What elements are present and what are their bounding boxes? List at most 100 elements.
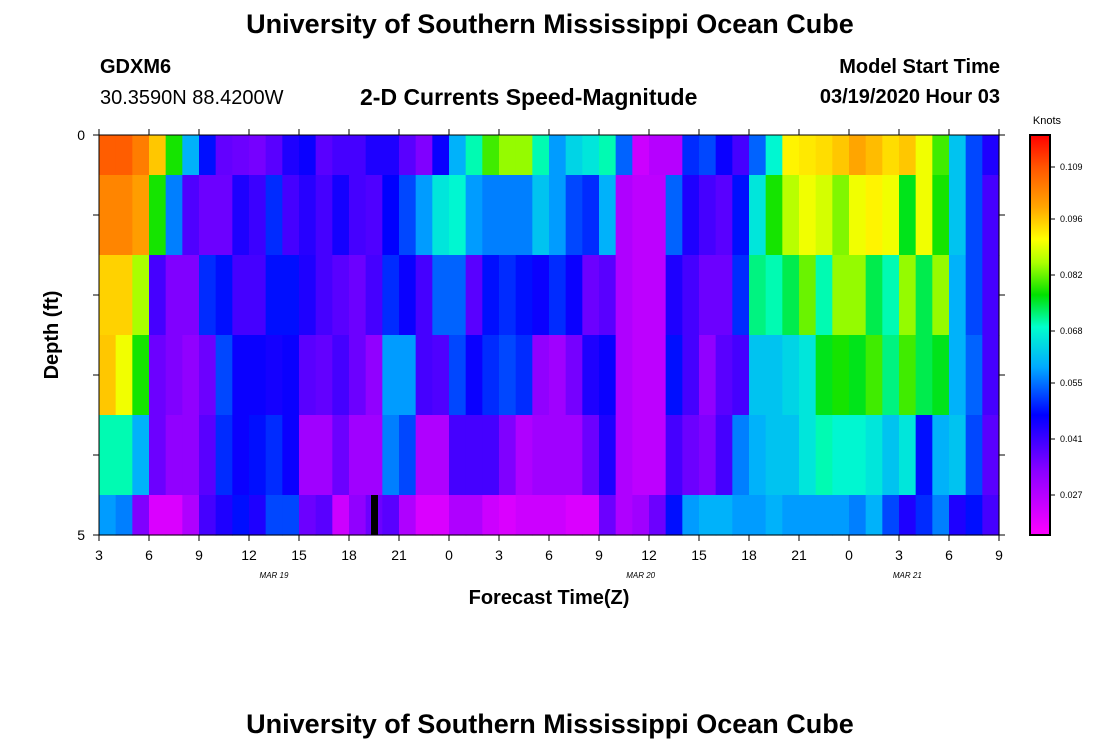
heatmap-cell <box>582 175 600 256</box>
heatmap-cell <box>599 335 617 416</box>
heatmap-cell <box>99 415 117 496</box>
y-axis-ticks: 05 <box>77 127 1005 543</box>
heatmap-cell <box>965 255 983 336</box>
heatmap-cell <box>115 415 133 496</box>
heatmap-cell <box>615 135 633 176</box>
x-tick-label: 18 <box>341 547 357 563</box>
colorbar-ticks: 0.109 0.096 0.082 0.068 0.055 0.041 0.027 <box>1050 162 1083 500</box>
x-tick-label: 6 <box>945 547 953 563</box>
x-tick-label: 3 <box>495 547 503 563</box>
heatmap-cell <box>315 135 333 176</box>
heatmap-cell <box>165 335 183 416</box>
heatmap-cell <box>949 495 967 536</box>
heatmap-cell <box>299 255 317 336</box>
colorbar-tick-label: 0.109 <box>1060 162 1083 172</box>
heatmap-cell <box>415 175 433 256</box>
heatmap-cell <box>199 415 217 496</box>
heatmap-cell <box>665 415 683 496</box>
heatmap-cell <box>532 255 550 336</box>
heatmap-cell <box>649 255 667 336</box>
heatmap-cell <box>649 415 667 496</box>
heatmap-cell <box>482 175 500 256</box>
heatmap-cell <box>665 495 683 536</box>
x-axis-label: Forecast Time(Z) <box>469 587 630 609</box>
heatmap-cell <box>732 255 750 336</box>
heatmap-cell <box>232 135 250 176</box>
heatmap-cell <box>915 335 933 416</box>
heatmap-cell <box>649 175 667 256</box>
heatmap-cell <box>515 495 533 536</box>
heatmap-cell <box>132 255 150 336</box>
heatmap-cell <box>799 495 817 536</box>
heatmap-cell <box>415 415 433 496</box>
heatmap-cell <box>665 175 683 256</box>
heatmap-cell <box>565 415 583 496</box>
heatmap-cell <box>132 415 150 496</box>
current-time-marker <box>371 495 378 535</box>
heatmap-cell <box>549 175 567 256</box>
heatmap-cell <box>115 255 133 336</box>
heatmap-cell <box>849 255 867 336</box>
heatmap-cell <box>515 335 533 416</box>
heatmap-cell <box>399 255 417 336</box>
heatmap-cell <box>232 335 250 416</box>
x-tick-label: 12 <box>641 547 657 563</box>
heatmap-cell <box>682 415 700 496</box>
heatmap-cell <box>599 495 617 536</box>
heatmap-cell <box>699 335 717 416</box>
heatmap-cell <box>482 135 500 176</box>
heatmap-cell <box>532 175 550 256</box>
colorbar-tick-label: 0.082 <box>1060 270 1083 280</box>
heatmap-cell <box>765 495 783 536</box>
heatmap-cell <box>415 255 433 336</box>
heatmap-cell <box>949 135 967 176</box>
x-tick-label: 9 <box>195 547 203 563</box>
heatmap-cell <box>99 495 117 536</box>
heatmap-cell <box>865 415 883 496</box>
heatmap-cell <box>449 415 467 496</box>
heatmap-cell <box>282 335 300 416</box>
heatmap-cell <box>599 135 617 176</box>
heatmap-cell <box>649 135 667 176</box>
y-axis-label: Depth (ft) <box>41 291 63 380</box>
heatmap-cell <box>949 335 967 416</box>
heatmap-cell <box>815 255 833 336</box>
heatmap-cell <box>365 135 383 176</box>
heatmap-cell <box>249 415 267 496</box>
heatmap-cell <box>399 335 417 416</box>
heatmap-cell <box>849 135 867 176</box>
heatmap-cell <box>332 335 350 416</box>
heatmap-cell <box>582 255 600 336</box>
heatmap-cell <box>299 175 317 256</box>
heatmap-cell <box>982 495 1000 536</box>
heatmap-cell <box>865 175 883 256</box>
heatmap-cell <box>749 255 767 336</box>
heatmap-cell <box>965 495 983 536</box>
heatmap-cell <box>432 135 450 176</box>
heatmap-cell <box>965 175 983 256</box>
heatmap-cell <box>282 255 300 336</box>
heatmap-cell <box>382 495 400 536</box>
heatmap-cell <box>349 255 367 336</box>
heatmap-cell <box>315 415 333 496</box>
x-tick-label: 18 <box>741 547 757 563</box>
heatmap-cell <box>649 335 667 416</box>
heatmap-cell <box>265 135 283 176</box>
heatmap-cell <box>532 135 550 176</box>
heatmap-cell <box>749 495 767 536</box>
heatmap-cell <box>449 135 467 176</box>
heatmap-cell <box>215 495 233 536</box>
heatmap-cell <box>465 135 483 176</box>
heatmap-cell <box>382 175 400 256</box>
heatmap-cell <box>815 335 833 416</box>
heatmap-cell <box>715 255 733 336</box>
heatmap-cell <box>365 335 383 416</box>
heatmap-cell <box>315 175 333 256</box>
heatmap-cell <box>882 175 900 256</box>
heatmap-cell <box>232 415 250 496</box>
heatmap-cell <box>265 495 283 536</box>
heatmap-cell <box>832 135 850 176</box>
heatmap-cell <box>832 495 850 536</box>
heatmap-cell <box>899 335 917 416</box>
heatmap-cell <box>332 255 350 336</box>
